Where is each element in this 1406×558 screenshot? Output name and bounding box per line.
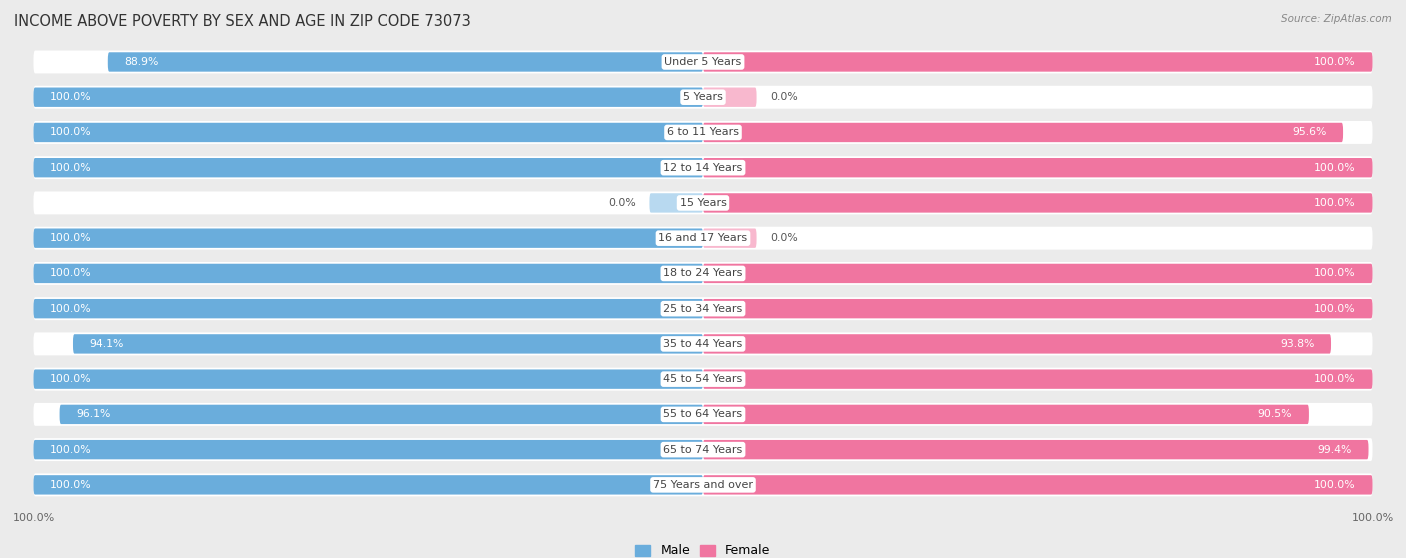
Text: Source: ZipAtlas.com: Source: ZipAtlas.com bbox=[1281, 14, 1392, 24]
FancyBboxPatch shape bbox=[34, 191, 1372, 214]
Text: 0.0%: 0.0% bbox=[770, 233, 797, 243]
Text: 5 Years: 5 Years bbox=[683, 92, 723, 102]
FancyBboxPatch shape bbox=[34, 297, 1372, 320]
FancyBboxPatch shape bbox=[650, 193, 703, 213]
FancyBboxPatch shape bbox=[34, 299, 703, 319]
FancyBboxPatch shape bbox=[34, 158, 703, 177]
FancyBboxPatch shape bbox=[34, 228, 703, 248]
Text: INCOME ABOVE POVERTY BY SEX AND AGE IN ZIP CODE 73073: INCOME ABOVE POVERTY BY SEX AND AGE IN Z… bbox=[14, 14, 471, 29]
FancyBboxPatch shape bbox=[703, 158, 1372, 177]
Text: 100.0%: 100.0% bbox=[1315, 480, 1355, 490]
FancyBboxPatch shape bbox=[34, 86, 1372, 109]
Text: 16 and 17 Years: 16 and 17 Years bbox=[658, 233, 748, 243]
Text: 25 to 34 Years: 25 to 34 Years bbox=[664, 304, 742, 314]
FancyBboxPatch shape bbox=[34, 88, 703, 107]
FancyBboxPatch shape bbox=[34, 368, 1372, 391]
Text: 55 to 64 Years: 55 to 64 Years bbox=[664, 410, 742, 420]
FancyBboxPatch shape bbox=[703, 52, 1372, 71]
Text: 6 to 11 Years: 6 to 11 Years bbox=[666, 127, 740, 137]
Text: 100.0%: 100.0% bbox=[1315, 198, 1355, 208]
FancyBboxPatch shape bbox=[34, 369, 703, 389]
FancyBboxPatch shape bbox=[59, 405, 703, 424]
Text: 15 Years: 15 Years bbox=[679, 198, 727, 208]
Text: 93.8%: 93.8% bbox=[1279, 339, 1315, 349]
Legend: Male, Female: Male, Female bbox=[630, 540, 776, 558]
FancyBboxPatch shape bbox=[34, 440, 703, 459]
FancyBboxPatch shape bbox=[34, 333, 1372, 355]
Text: 99.4%: 99.4% bbox=[1317, 445, 1351, 455]
FancyBboxPatch shape bbox=[34, 51, 1372, 74]
FancyBboxPatch shape bbox=[34, 403, 1372, 426]
FancyBboxPatch shape bbox=[703, 369, 1372, 389]
FancyBboxPatch shape bbox=[703, 123, 1343, 142]
FancyBboxPatch shape bbox=[34, 123, 703, 142]
Text: 95.6%: 95.6% bbox=[1292, 127, 1326, 137]
FancyBboxPatch shape bbox=[703, 88, 756, 107]
FancyBboxPatch shape bbox=[34, 262, 1372, 285]
FancyBboxPatch shape bbox=[703, 334, 1331, 354]
Text: 12 to 14 Years: 12 to 14 Years bbox=[664, 163, 742, 172]
Text: 100.0%: 100.0% bbox=[1315, 374, 1355, 384]
FancyBboxPatch shape bbox=[34, 156, 1372, 179]
Text: 100.0%: 100.0% bbox=[51, 233, 91, 243]
Text: 100.0%: 100.0% bbox=[51, 374, 91, 384]
Text: Under 5 Years: Under 5 Years bbox=[665, 57, 741, 67]
Text: 100.0%: 100.0% bbox=[51, 480, 91, 490]
Text: 45 to 54 Years: 45 to 54 Years bbox=[664, 374, 742, 384]
Text: 0.0%: 0.0% bbox=[609, 198, 636, 208]
Text: 65 to 74 Years: 65 to 74 Years bbox=[664, 445, 742, 455]
FancyBboxPatch shape bbox=[34, 475, 703, 494]
Text: 100.0%: 100.0% bbox=[51, 92, 91, 102]
FancyBboxPatch shape bbox=[703, 405, 1309, 424]
FancyBboxPatch shape bbox=[34, 264, 703, 283]
Text: 100.0%: 100.0% bbox=[1315, 304, 1355, 314]
Text: 18 to 24 Years: 18 to 24 Years bbox=[664, 268, 742, 278]
Text: 0.0%: 0.0% bbox=[770, 92, 797, 102]
FancyBboxPatch shape bbox=[108, 52, 703, 71]
FancyBboxPatch shape bbox=[34, 227, 1372, 249]
FancyBboxPatch shape bbox=[703, 228, 756, 248]
Text: 100.0%: 100.0% bbox=[1315, 163, 1355, 172]
Text: 75 Years and over: 75 Years and over bbox=[652, 480, 754, 490]
Text: 100.0%: 100.0% bbox=[51, 127, 91, 137]
FancyBboxPatch shape bbox=[703, 193, 1372, 213]
FancyBboxPatch shape bbox=[703, 440, 1368, 459]
Text: 100.0%: 100.0% bbox=[51, 163, 91, 172]
FancyBboxPatch shape bbox=[703, 299, 1372, 319]
FancyBboxPatch shape bbox=[703, 475, 1372, 494]
Text: 100.0%: 100.0% bbox=[51, 445, 91, 455]
Text: 96.1%: 96.1% bbox=[76, 410, 111, 420]
Text: 35 to 44 Years: 35 to 44 Years bbox=[664, 339, 742, 349]
FancyBboxPatch shape bbox=[34, 121, 1372, 144]
FancyBboxPatch shape bbox=[34, 438, 1372, 461]
Text: 88.9%: 88.9% bbox=[125, 57, 159, 67]
Text: 94.1%: 94.1% bbox=[90, 339, 124, 349]
FancyBboxPatch shape bbox=[703, 264, 1372, 283]
FancyBboxPatch shape bbox=[73, 334, 703, 354]
Text: 100.0%: 100.0% bbox=[1315, 268, 1355, 278]
Text: 100.0%: 100.0% bbox=[51, 268, 91, 278]
Text: 90.5%: 90.5% bbox=[1258, 410, 1292, 420]
Text: 100.0%: 100.0% bbox=[1315, 57, 1355, 67]
Text: 100.0%: 100.0% bbox=[51, 304, 91, 314]
FancyBboxPatch shape bbox=[34, 473, 1372, 496]
